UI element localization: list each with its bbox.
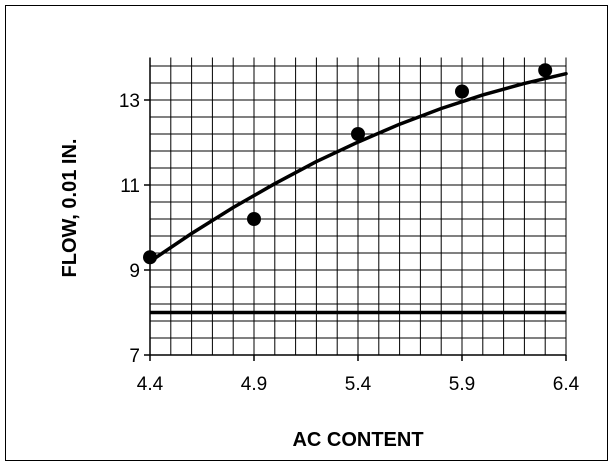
x-tick-label: 6.4 [553, 374, 580, 395]
y-tick-label: 7 [129, 346, 140, 367]
fit-curve-line [148, 71, 568, 264]
marks [143, 63, 568, 315]
y-axis-title: FLOW, 0.01 IN. [59, 139, 81, 278]
labels: 4.4 4.9 5.4 5.9 6.4 7 9 11 13 [119, 91, 580, 395]
x-tick-label: 4.4 [137, 374, 164, 395]
x-tick-label: 5.9 [449, 374, 475, 395]
axes [144, 57, 567, 361]
data-point [351, 127, 365, 141]
grid [150, 57, 567, 355]
x-tick-label: 5.4 [345, 374, 372, 395]
y-tick-label: 9 [129, 261, 140, 282]
data-point [143, 250, 157, 265]
data-point [538, 63, 553, 78]
data-point [247, 212, 261, 226]
x-tick-label: 4.9 [241, 374, 267, 395]
chart-frame [5, 5, 608, 461]
data-point [455, 84, 469, 99]
y-tick-label: 13 [119, 91, 140, 112]
y-tick-label: 11 [120, 176, 140, 197]
x-axis-title: AC CONTENT [292, 429, 423, 451]
